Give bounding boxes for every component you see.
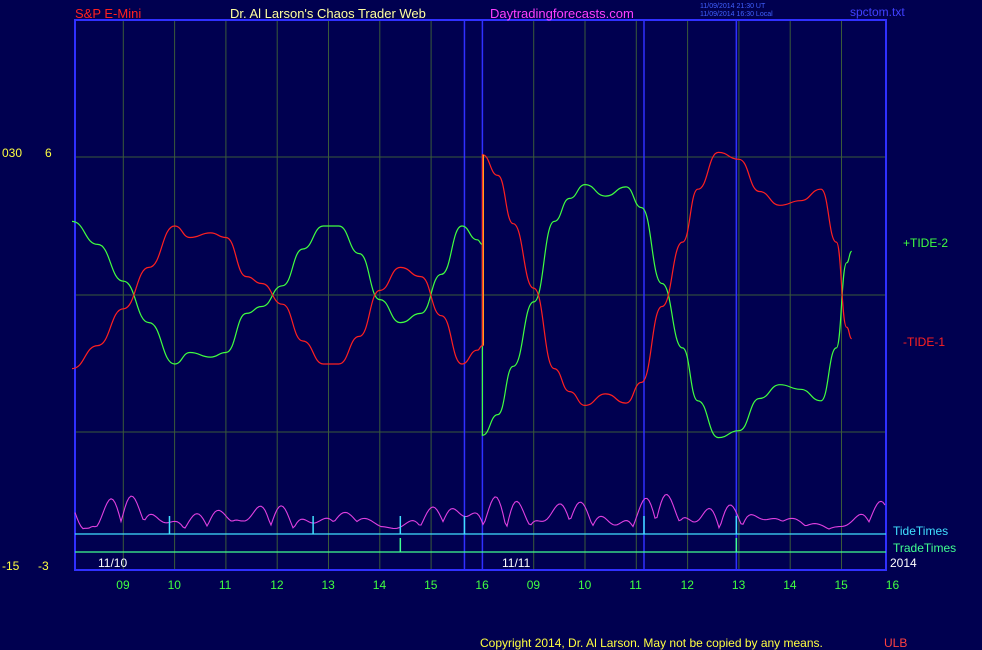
x-tick-label: 14 xyxy=(373,578,387,592)
x-tick-label: 11 xyxy=(629,578,642,592)
series-line-1 xyxy=(71,151,853,407)
author-title: Dr. Al Larson's Chaos Trader Web xyxy=(230,6,426,21)
x-tick-label: 13 xyxy=(732,578,746,592)
x-tick-label: 15 xyxy=(424,578,438,592)
x-tick-label: 09 xyxy=(116,578,130,592)
file-name: spctom.txt xyxy=(850,5,905,19)
legend-trade-times: TradeTimes xyxy=(893,541,956,555)
cycle-layer xyxy=(74,493,886,553)
x-tick-label: 13 xyxy=(322,578,336,592)
date-label-year: 2014 xyxy=(890,556,917,570)
x-tick-label: 16 xyxy=(475,578,489,592)
x-tick-label: 12 xyxy=(270,578,284,592)
timestamp-ut: 11/09/2014 21:30 UT xyxy=(700,3,766,10)
x-tick-label: 10 xyxy=(168,578,182,592)
copyright-text: Copyright 2014, Dr. Al Larson. May not b… xyxy=(480,636,823,650)
x-tick-label: 09 xyxy=(527,578,541,592)
x-tick-label: 10 xyxy=(578,578,592,592)
x-tick-labels: 09 10 11 12 13 14 15 16 09 10 11 12 13 14 15 16 xyxy=(116,578,899,592)
legend-tide-times: TideTimes xyxy=(893,524,948,538)
left-axis-upper-b: 6 xyxy=(45,146,52,160)
x-tick-label: 16 xyxy=(886,578,900,592)
date-label-day2: 11/11 xyxy=(502,556,531,570)
plot-frame xyxy=(74,19,887,571)
chart-grid xyxy=(75,19,886,571)
legend-tide-minus: -TIDE-1 xyxy=(903,335,945,349)
legend-tide-plus: +TIDE-2 xyxy=(903,236,948,250)
site-link[interactable]: Daytradingforecasts.com xyxy=(490,6,634,21)
x-tick-label: 14 xyxy=(783,578,797,592)
left-axis-lower-a: -15 xyxy=(2,559,20,573)
cycle-waveform xyxy=(74,493,886,530)
x-tick-label: 11 xyxy=(219,578,232,592)
left-axis-upper-a: 030 xyxy=(2,146,22,160)
symbol-title: S&P E-Mini xyxy=(75,6,141,21)
series-line-0 xyxy=(71,183,853,439)
x-tick-label: 15 xyxy=(835,578,849,592)
timestamp-local: 11/09/2014 16:30 Local xyxy=(700,11,773,18)
x-tick-label: 12 xyxy=(681,578,695,592)
series-layer xyxy=(71,151,853,439)
date-label-day1: 11/10 xyxy=(98,556,127,570)
footer-code: ULB xyxy=(884,636,907,650)
left-axis-lower-b: -3 xyxy=(38,559,49,573)
